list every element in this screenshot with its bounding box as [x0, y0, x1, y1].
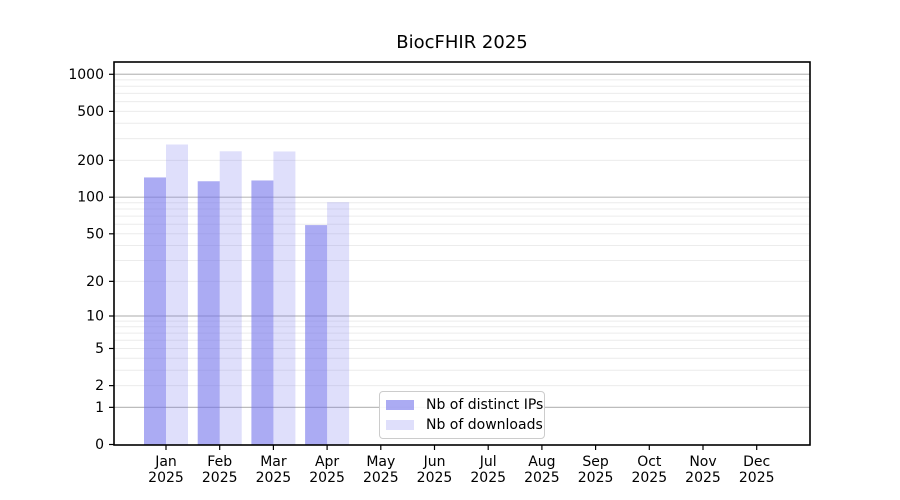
- x-tick-label-year: 2025: [631, 470, 667, 486]
- legend-label-distinct-ips: Nb of distinct IPs: [426, 397, 544, 414]
- x-tick-label-year: 2025: [148, 470, 184, 486]
- x-tick-label-month: Jun: [423, 454, 446, 470]
- distinct-ips-swatch-icon: [386, 400, 414, 411]
- x-tick-label-month: Jan: [154, 454, 177, 470]
- x-tick-label-month: Sep: [582, 454, 609, 470]
- legend-label-downloads: Nb of downloads: [426, 416, 543, 433]
- chart-title: BiocFHIR 2025: [396, 32, 528, 53]
- y-tick-label: 500: [77, 104, 104, 120]
- y-tick-label: 50: [86, 226, 104, 242]
- x-tick-label-month: Jul: [479, 454, 497, 470]
- y-tick-label: 2: [95, 378, 104, 394]
- legend: Nb of distinct IPs Nb of downloads: [379, 391, 545, 439]
- bar-downloads-feb: [219, 151, 242, 446]
- x-tick-label-month: Oct: [637, 454, 662, 470]
- y-tick-label: 0: [95, 437, 104, 453]
- x-tick-label-year: 2025: [470, 470, 506, 486]
- x-tick-label-year: 2025: [685, 470, 721, 486]
- x-tick-label-year: 2025: [363, 470, 399, 486]
- y-tick-label: 5: [95, 341, 104, 357]
- x-tick-label-month: Apr: [315, 454, 339, 470]
- bar-distinct-ips-apr: [305, 225, 328, 445]
- bar-downloads-jan: [166, 144, 188, 445]
- x-tick-label-month: Dec: [743, 454, 770, 470]
- x-tick-label-month: May: [366, 454, 395, 470]
- bar-distinct-ips-jan: [144, 177, 166, 445]
- x-tick-label-month: Mar: [260, 454, 287, 470]
- x-tick-label-month: Aug: [528, 454, 555, 470]
- axes-spines: [113, 61, 811, 446]
- bar-downloads-mar: [273, 151, 296, 445]
- y-tick-label: 10: [86, 309, 104, 325]
- x-tick-label-year: 2025: [578, 470, 614, 486]
- x-tick-label-year: 2025: [309, 470, 345, 486]
- x-tick-label-month: Nov: [689, 454, 716, 470]
- y-tick-label: 100: [77, 190, 104, 206]
- bar-distinct-ips-mar: [251, 180, 274, 445]
- x-tick-label-year: 2025: [256, 470, 292, 486]
- y-tick-label: 1000: [68, 67, 104, 83]
- bar-downloads-apr: [327, 202, 350, 445]
- y-tick-label: 1: [95, 400, 104, 416]
- x-tick-label-year: 2025: [202, 470, 238, 486]
- x-tick-label-year: 2025: [417, 470, 453, 486]
- y-tick-label: 200: [77, 153, 104, 169]
- legend-item-downloads: Nb of downloads: [386, 416, 543, 435]
- y-tick-label: 20: [86, 274, 104, 290]
- x-tick-label-year: 2025: [739, 470, 775, 486]
- bar-distinct-ips-feb: [197, 181, 220, 445]
- x-tick-label-year: 2025: [524, 470, 560, 486]
- downloads-swatch-icon: [386, 419, 414, 430]
- legend-item-distinct-ips: Nb of distinct IPs: [386, 396, 543, 415]
- x-tick-label-month: Feb: [207, 454, 232, 470]
